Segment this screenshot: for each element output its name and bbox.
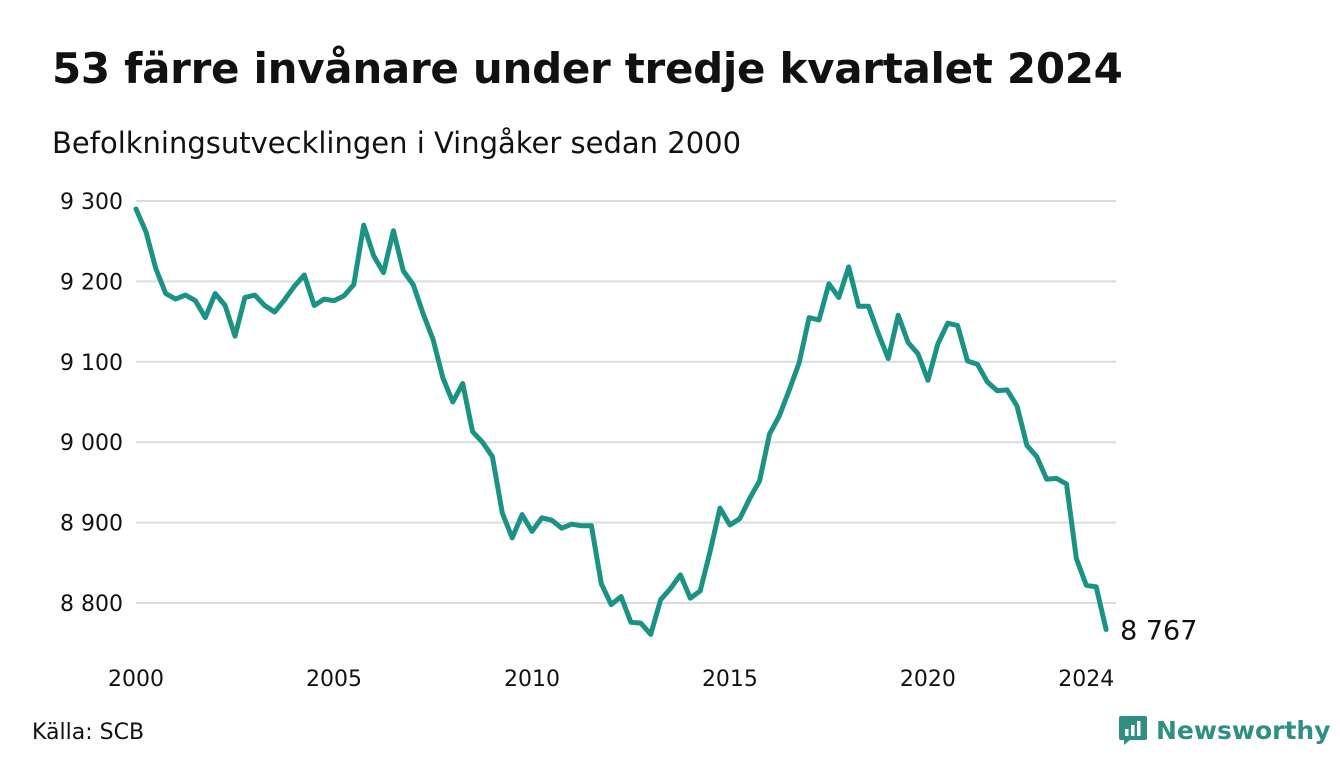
y-tick-label: 9 300: [60, 190, 123, 215]
series-line: [133, 206, 1109, 637]
brand-name: Newsworthy: [1156, 715, 1331, 745]
x-tick-label: 2015: [702, 667, 758, 692]
grid-lines: [136, 200, 1116, 604]
y-tick-label: 8 800: [60, 592, 123, 617]
x-tick-label: 2024: [1058, 667, 1114, 692]
newsworthy-logo-icon: [1119, 716, 1147, 745]
brand-logo: Newsworthy: [1118, 714, 1331, 746]
y-tick-label: 9 200: [60, 270, 123, 295]
x-axis-ticks: 2000 2005 2010 2015 2020 2024: [108, 667, 1114, 692]
source-note: Källa: SCB: [32, 720, 145, 745]
y-tick-label: 8 900: [60, 512, 123, 537]
x-tick-label: 2010: [504, 667, 560, 692]
series-layer: [133, 206, 1109, 637]
x-tick-label: 2020: [900, 667, 956, 692]
y-axis-ticks: 9 300 9 200 9 100 9 000 8 900 8 800: [60, 190, 123, 617]
page-title: 53 färre invånare under tredje kvartalet…: [52, 44, 1123, 93]
x-tick-label: 2005: [306, 667, 362, 692]
y-tick-label: 9 100: [60, 351, 123, 376]
page-subtitle: Befolkningsutvecklingen i Vingåker sedan…: [52, 126, 742, 160]
y-tick-label: 9 000: [60, 431, 123, 456]
x-tick-label: 2000: [108, 667, 164, 692]
end-value-label: 8 767: [1120, 616, 1197, 647]
